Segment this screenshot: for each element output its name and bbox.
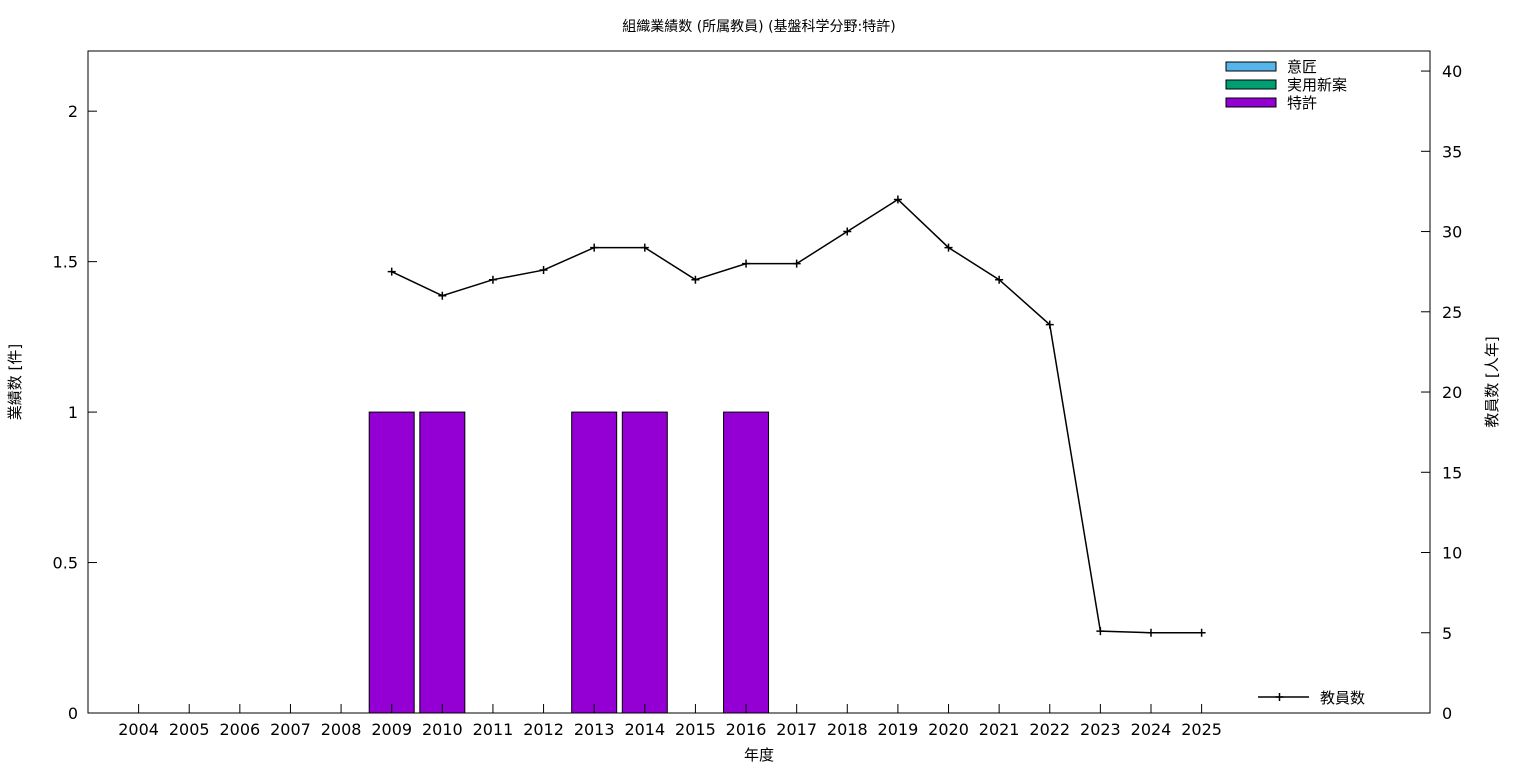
x-tick-label: 2014 — [624, 720, 665, 739]
legend-label: 特許 — [1287, 94, 1317, 112]
left-axis: 0 0.5 1 1.5 2 — [53, 102, 97, 723]
line-point — [792, 259, 801, 268]
bar — [419, 411, 466, 714]
x-tick-label: 2017 — [776, 720, 817, 739]
y2-tick-label: 35 — [1442, 142, 1462, 161]
line-point — [691, 275, 700, 284]
line-legend: 教員数 — [1258, 689, 1365, 707]
x-tick-label: 2025 — [1181, 720, 1222, 739]
line-point — [438, 291, 447, 300]
line-point — [1045, 320, 1054, 329]
line-point — [742, 259, 751, 268]
x-tick-label: 2021 — [979, 720, 1020, 739]
x-tick-label: 2008 — [321, 720, 362, 739]
y-tick-label: 2 — [68, 102, 78, 121]
line-point — [590, 243, 599, 252]
legend-label: 実用新案 — [1287, 76, 1347, 94]
line-point — [1197, 628, 1206, 637]
line-point — [893, 195, 902, 204]
y2-tick-label: 25 — [1442, 303, 1462, 322]
bar — [723, 411, 770, 714]
y2-tick-label: 10 — [1442, 544, 1462, 563]
y2-tick-label: 40 — [1442, 62, 1462, 81]
line-layer — [387, 195, 1206, 637]
y-axis-title: 業績数 [件] — [6, 344, 24, 420]
y2-tick-label: 15 — [1442, 463, 1462, 482]
y2-axis-title: 教員数 [人年] — [1483, 336, 1501, 427]
x-tick-label: 2009 — [371, 720, 412, 739]
y-tick-label: 0.5 — [53, 554, 78, 573]
x-tick-label: 2004 — [118, 720, 159, 739]
line-point — [640, 243, 649, 252]
line-point — [995, 275, 1004, 284]
bar — [621, 411, 668, 714]
y2-tick-label: 5 — [1442, 624, 1452, 643]
x-tick-label: 2022 — [1029, 720, 1070, 739]
y2-tick-label: 0 — [1442, 704, 1452, 723]
x-tick-label: 2012 — [523, 720, 564, 739]
y-tick-label: 1.5 — [53, 253, 78, 272]
line-point — [539, 266, 548, 275]
bars — [368, 411, 770, 714]
bar — [571, 411, 618, 714]
legend-line-label: 教員数 — [1320, 689, 1365, 707]
y-tick-label: 1 — [68, 403, 78, 422]
line-point — [1096, 627, 1105, 636]
line-point — [1147, 628, 1155, 637]
legend-label: 意匠 — [1287, 58, 1317, 76]
x-tick-label: 2010 — [422, 720, 463, 739]
x-tick-label: 2015 — [675, 720, 716, 739]
line-point — [944, 243, 953, 252]
x-tick-label: 2011 — [473, 720, 514, 739]
x-axis: 2004 2005 2006 2007 2008 2009 2010 2011 2012 2013… — [118, 704, 1222, 739]
x-tick-label: 2018 — [827, 720, 868, 739]
x-tick-label: 2019 — [878, 720, 919, 739]
x-tick-label: 2023 — [1080, 720, 1121, 739]
x-tick-label: 2013 — [574, 720, 615, 739]
bar — [368, 411, 415, 714]
line-point — [488, 275, 497, 284]
x-axis-title: 年度 — [744, 746, 774, 764]
x-tick-label: 2016 — [726, 720, 767, 739]
chart-title: 組織業績数 (所属教員) (基盤科学分野:特許) — [622, 18, 895, 35]
line-point — [843, 227, 852, 236]
y2-tick-label: 30 — [1442, 223, 1462, 242]
y2-tick-label: 20 — [1442, 383, 1462, 402]
x-tick-label: 2024 — [1131, 720, 1172, 739]
y-tick-label: 0 — [68, 704, 78, 723]
right-axis: 0 5 10 15 20 25 30 35 40 — [1421, 62, 1462, 723]
line-point — [387, 267, 396, 276]
legend-swatch — [1225, 97, 1277, 108]
x-tick-label: 2020 — [928, 720, 969, 739]
x-tick-label: 2006 — [219, 720, 260, 739]
x-tick-label: 2007 — [270, 720, 311, 739]
legend-line-marker — [1275, 693, 1284, 701]
legend-swatch — [1225, 61, 1277, 72]
legend-swatch — [1225, 79, 1277, 90]
x-tick-label: 2005 — [169, 720, 210, 739]
